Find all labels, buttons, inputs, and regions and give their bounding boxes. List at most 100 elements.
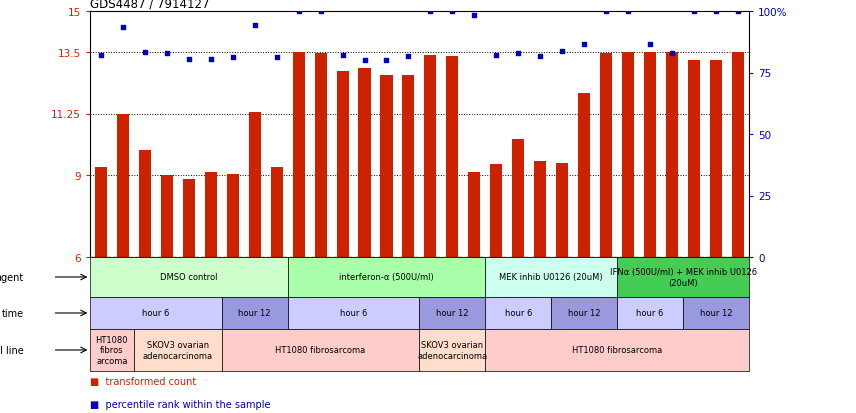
Bar [512, 140, 525, 257]
Point [292, 9, 306, 15]
Bar [161, 176, 173, 257]
Bar [182, 180, 195, 257]
Text: HT1080 fibrosarcoma: HT1080 fibrosarcoma [572, 346, 663, 355]
Bar [205, 173, 217, 257]
Text: SKOV3 ovarian
adenocarcinoma: SKOV3 ovarian adenocarcinoma [143, 340, 213, 360]
Point [665, 51, 679, 57]
Text: hour 6: hour 6 [340, 309, 367, 318]
Bar [534, 162, 546, 257]
Bar [139, 151, 151, 257]
Bar [359, 69, 371, 257]
Bar [644, 53, 657, 257]
Bar [617, 257, 749, 297]
Bar [90, 329, 134, 371]
Text: ■  transformed count: ■ transformed count [90, 376, 196, 386]
Bar [578, 94, 591, 257]
Bar [288, 297, 419, 329]
Text: agent: agent [0, 272, 24, 282]
Bar [485, 329, 749, 371]
Text: cell line: cell line [0, 345, 24, 355]
Bar [419, 329, 485, 371]
Text: hour 12: hour 12 [700, 309, 732, 318]
Text: hour 12: hour 12 [437, 309, 468, 318]
Bar [425, 56, 437, 257]
Text: MEK inhib U0126 (20uM): MEK inhib U0126 (20uM) [499, 273, 603, 282]
Bar [90, 257, 288, 297]
Bar [419, 297, 485, 329]
Point [358, 58, 372, 64]
Bar [688, 61, 700, 257]
Bar [732, 53, 744, 257]
Text: hour 6: hour 6 [637, 309, 663, 318]
Point [621, 9, 635, 15]
Bar [134, 329, 222, 371]
Point [94, 52, 108, 59]
Text: hour 12: hour 12 [568, 309, 600, 318]
Point [533, 54, 547, 60]
Bar [556, 163, 568, 257]
Bar [227, 174, 239, 257]
Text: interferon-α (500U/ml): interferon-α (500U/ml) [339, 273, 434, 282]
Bar [402, 76, 414, 257]
Bar [490, 165, 502, 257]
Text: time: time [2, 308, 24, 318]
Bar [710, 61, 722, 257]
Point [511, 51, 525, 57]
Text: GDS4487 / 7914127: GDS4487 / 7914127 [90, 0, 210, 11]
Point [160, 51, 174, 57]
Point [445, 9, 459, 15]
Bar [485, 297, 551, 329]
Point [599, 9, 613, 15]
Bar [293, 53, 305, 257]
Point [556, 48, 569, 55]
Bar [288, 257, 485, 297]
Bar [683, 297, 749, 329]
Bar [617, 297, 683, 329]
Bar [485, 257, 617, 297]
Point [336, 52, 349, 59]
Bar [95, 167, 107, 257]
Point [226, 55, 240, 62]
Text: hour 6: hour 6 [505, 309, 532, 318]
Text: DMSO control: DMSO control [160, 273, 217, 282]
Bar [314, 54, 327, 257]
Bar [222, 329, 419, 371]
Bar [116, 114, 129, 257]
Point [709, 9, 722, 15]
Point [577, 41, 591, 48]
Text: SKOV3 ovarian
adenocarcinoma: SKOV3 ovarian adenocarcinoma [418, 340, 487, 360]
Bar [90, 297, 222, 329]
Text: HT1080
fibros
arcoma: HT1080 fibros arcoma [96, 335, 128, 365]
Point [467, 13, 481, 19]
Point [401, 54, 415, 60]
Point [116, 25, 129, 32]
Point [270, 55, 283, 62]
Bar [622, 53, 634, 257]
Point [138, 50, 152, 56]
Point [204, 57, 217, 63]
Point [247, 22, 261, 29]
Bar [600, 54, 612, 257]
Point [687, 9, 701, 15]
Text: IFNα (500U/ml) + MEK inhib U0126
(20uM): IFNα (500U/ml) + MEK inhib U0126 (20uM) [609, 268, 757, 287]
Text: ■  percentile rank within the sample: ■ percentile rank within the sample [90, 399, 270, 409]
Text: hour 12: hour 12 [239, 309, 270, 318]
Bar [666, 53, 678, 257]
Bar [468, 173, 480, 257]
Point [490, 52, 503, 59]
Bar [551, 297, 617, 329]
Point [379, 58, 393, 64]
Bar [270, 167, 282, 257]
Text: hour 6: hour 6 [142, 309, 169, 318]
Bar [336, 72, 348, 257]
Point [424, 9, 437, 15]
Point [643, 41, 657, 48]
Bar [248, 113, 261, 257]
Bar [222, 297, 288, 329]
Bar [446, 57, 459, 257]
Bar [380, 76, 393, 257]
Text: HT1080 fibrosarcoma: HT1080 fibrosarcoma [276, 346, 366, 355]
Point [731, 9, 745, 15]
Point [181, 57, 195, 63]
Point [313, 9, 327, 15]
